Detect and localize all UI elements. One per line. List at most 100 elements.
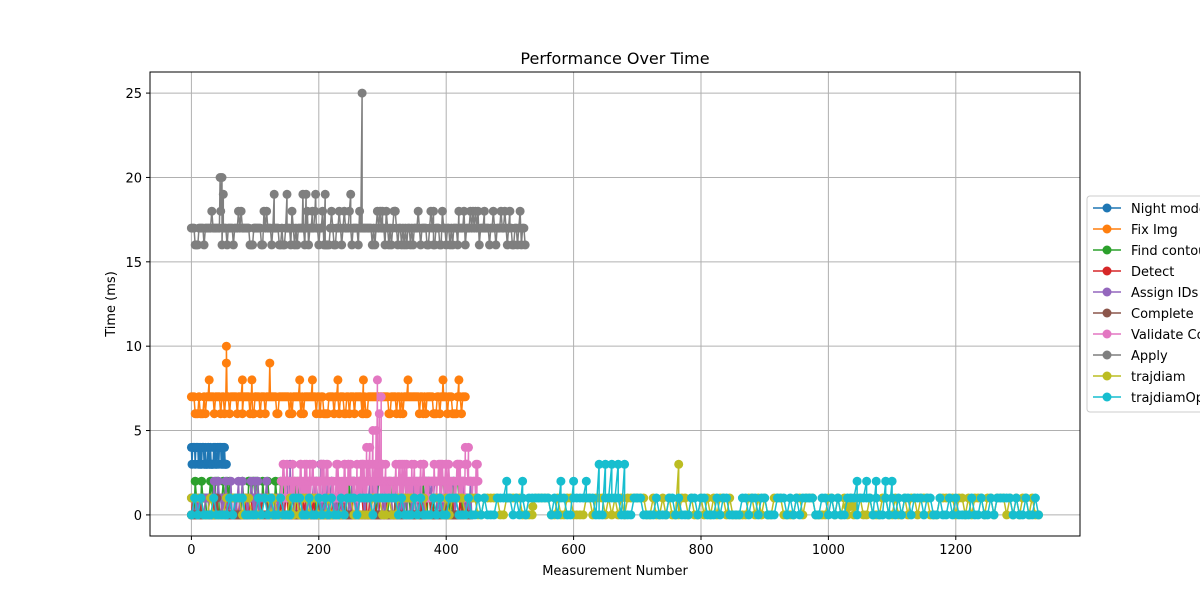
data-point	[473, 493, 483, 503]
data-point	[409, 493, 419, 503]
data-point	[473, 476, 483, 486]
data-point	[515, 510, 524, 520]
data-point	[408, 240, 418, 250]
data-point	[333, 510, 343, 520]
data-point	[333, 375, 343, 385]
legend-item: trajdiamOpt	[1093, 391, 1200, 406]
data-point	[323, 459, 333, 469]
data-point	[374, 409, 384, 419]
data-point	[600, 459, 610, 469]
data-point	[839, 510, 849, 520]
data-point	[887, 476, 897, 486]
data-point	[502, 476, 512, 486]
data-point	[744, 510, 754, 520]
legend-marker	[1102, 392, 1112, 402]
data-point	[397, 493, 407, 503]
data-point	[218, 189, 228, 199]
data-point	[887, 493, 897, 503]
data-point	[543, 493, 553, 503]
data-point	[318, 206, 328, 216]
data-point	[636, 493, 645, 503]
data-point	[327, 493, 336, 503]
y-tick-label: 25	[125, 87, 142, 102]
data-point	[878, 510, 887, 520]
data-point	[528, 502, 538, 511]
data-point	[868, 510, 878, 520]
data-point	[304, 493, 314, 503]
data-point	[1008, 510, 1018, 520]
data-point	[437, 206, 447, 216]
data-point	[782, 510, 792, 520]
data-point	[307, 375, 317, 385]
data-point	[381, 206, 391, 216]
data-point	[906, 510, 916, 520]
data-point	[311, 189, 321, 199]
data-point	[416, 493, 426, 503]
x-tick-label: 600	[561, 543, 586, 558]
data-point	[287, 409, 297, 419]
data-point	[462, 459, 472, 469]
data-point	[499, 510, 508, 520]
data-point	[569, 476, 579, 486]
data-point	[613, 459, 623, 469]
data-point	[976, 493, 986, 503]
data-point	[734, 510, 744, 520]
data-point	[413, 510, 422, 520]
data-point	[1002, 510, 1012, 520]
data-point	[196, 493, 206, 503]
data-point	[226, 476, 236, 486]
data-point	[250, 510, 260, 520]
data-point	[925, 493, 935, 503]
data-point	[353, 240, 363, 250]
data-point	[827, 493, 837, 503]
data-point	[671, 510, 680, 520]
data-point	[263, 510, 273, 520]
data-point	[460, 240, 470, 250]
data-point	[674, 459, 684, 469]
data-point	[357, 88, 367, 98]
legend-marker	[1102, 329, 1112, 339]
data-point	[365, 493, 375, 503]
data-point	[346, 189, 356, 199]
data-point	[491, 240, 501, 250]
data-point	[680, 493, 690, 503]
data-point	[228, 240, 238, 250]
series-trajdiamopt	[186, 459, 1044, 520]
data-point	[890, 510, 900, 520]
data-point	[355, 206, 365, 216]
data-point	[368, 510, 378, 520]
data-point	[941, 510, 951, 520]
data-point	[785, 493, 795, 503]
data-point	[409, 459, 419, 469]
data-point	[519, 223, 529, 233]
data-point	[651, 493, 661, 503]
data-point	[272, 510, 282, 520]
data-point	[308, 459, 318, 469]
data-point	[304, 240, 314, 250]
legend-marker	[1102, 224, 1112, 234]
data-point	[260, 409, 270, 419]
data-point	[474, 240, 484, 250]
data-point	[792, 493, 801, 503]
data-point	[472, 459, 482, 469]
data-point	[282, 189, 292, 199]
data-point	[265, 358, 275, 368]
data-point	[365, 442, 375, 452]
data-point	[511, 493, 521, 503]
data-point	[199, 240, 209, 250]
data-point	[301, 510, 311, 520]
data-point	[221, 459, 231, 469]
data-point	[299, 409, 308, 419]
legend-item: Assign IDs	[1093, 286, 1199, 301]
data-point	[550, 493, 559, 503]
data-point	[957, 493, 967, 503]
data-point	[347, 240, 357, 250]
legend-label: Assign IDs	[1131, 286, 1199, 301]
legend-label: Fix Img	[1131, 223, 1178, 238]
data-point	[228, 510, 238, 520]
data-point	[983, 510, 993, 520]
data-point	[489, 510, 499, 520]
data-point	[317, 510, 327, 520]
data-point	[206, 510, 215, 520]
data-point	[432, 510, 442, 520]
